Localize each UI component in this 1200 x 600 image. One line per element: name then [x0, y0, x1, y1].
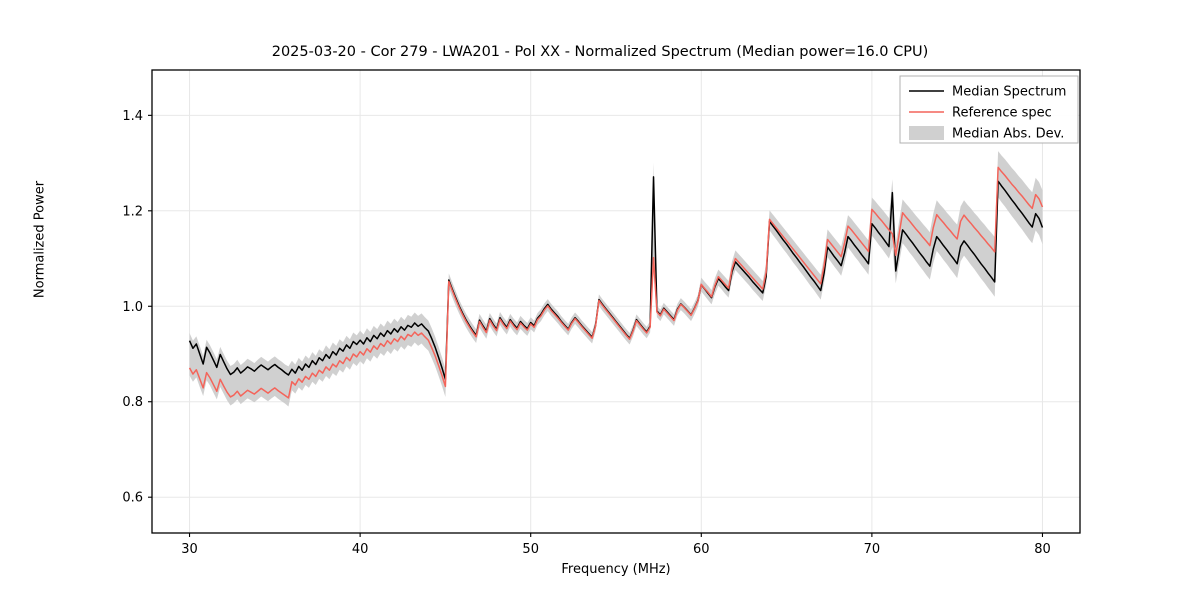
x-axis-label: Frequency (MHz): [561, 562, 671, 577]
axes-spines: [151, 69, 1081, 534]
axis-ticks: 30 40 50 60 70 80 0.6 0.8 1.0 1.2 1.4: [122, 109, 1050, 557]
legend-label: Median Abs. Dev.: [952, 127, 1064, 142]
svg-text:0.6: 0.6: [122, 491, 143, 506]
mad-band: [189, 151, 1043, 407]
plot-title: 2025-03-20 - Cor 279 - LWA201 - Pol XX -…: [271, 44, 929, 60]
svg-text:70: 70: [864, 542, 881, 557]
svg-text:1.2: 1.2: [122, 204, 143, 219]
gridlines: [152, 70, 1080, 533]
legend-label: Median Spectrum: [952, 85, 1066, 100]
svg-text:50: 50: [522, 542, 539, 557]
chart-legend[interactable]: Median Spectrum Reference spec Median Abs.…: [899, 75, 1079, 144]
svg-text:40: 40: [352, 542, 369, 557]
svg-text:60: 60: [693, 542, 710, 557]
median-spectrum-line: [188, 176, 1044, 381]
svg-text:1.0: 1.0: [122, 300, 143, 315]
legend-label: Reference spec: [952, 106, 1052, 121]
svg-text:0.8: 0.8: [122, 395, 143, 410]
reference-spectrum-line: [188, 166, 1044, 399]
svg-text:30: 30: [181, 542, 198, 557]
svg-text:1.4: 1.4: [122, 109, 143, 124]
svg-text:80: 80: [1034, 542, 1051, 557]
